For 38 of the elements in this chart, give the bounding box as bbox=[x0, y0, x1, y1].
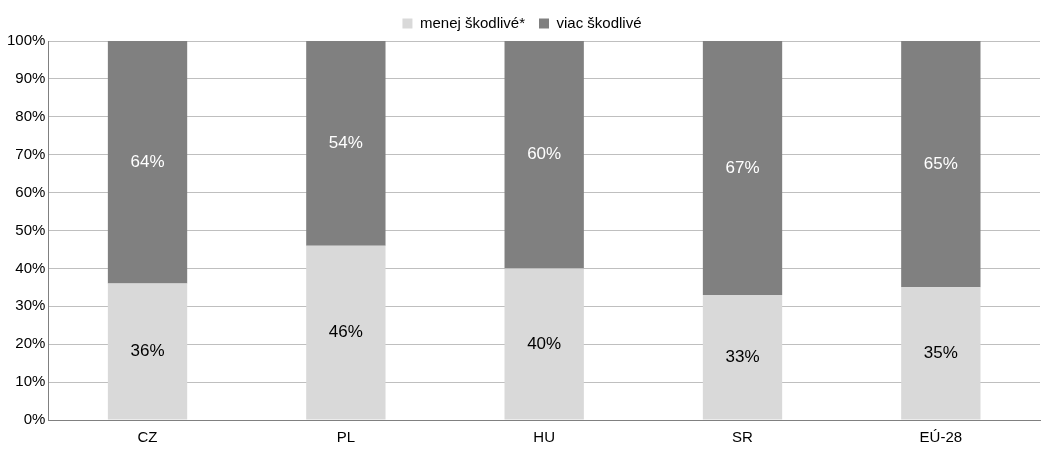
legend-label: viac škodlivé bbox=[556, 13, 642, 31]
bar bbox=[107, 283, 188, 420]
bar bbox=[504, 268, 584, 420]
legend-label: menej škodlivé* bbox=[419, 13, 526, 31]
y-tick-label: 30% bbox=[15, 296, 46, 314]
data-label: 60% bbox=[527, 144, 562, 164]
data-label: 65% bbox=[923, 153, 958, 173]
y-tick-label: 20% bbox=[15, 334, 46, 352]
data-label: 33% bbox=[725, 346, 760, 366]
x-tick-label: SR bbox=[732, 428, 754, 446]
data-label: 64% bbox=[130, 151, 165, 171]
y-tick-label: 100% bbox=[6, 31, 46, 49]
bar bbox=[901, 287, 981, 420]
data-label: 46% bbox=[328, 322, 363, 342]
x-tick-label: CZ bbox=[137, 428, 158, 446]
y-tick-label: 0% bbox=[23, 410, 46, 428]
bar bbox=[306, 245, 386, 420]
y-tick-label: 90% bbox=[15, 69, 46, 87]
y-tick-label: 50% bbox=[15, 220, 46, 238]
bar bbox=[107, 41, 188, 284]
bar bbox=[901, 41, 981, 288]
data-label: 36% bbox=[130, 341, 165, 361]
bar bbox=[702, 41, 783, 295]
data-label: 35% bbox=[923, 343, 958, 363]
x-tick-label: PL bbox=[336, 428, 356, 446]
y-tick-label: 70% bbox=[15, 144, 46, 162]
y-tick-label: 40% bbox=[15, 258, 46, 276]
y-tick-label: 10% bbox=[15, 372, 46, 390]
data-label: 40% bbox=[527, 333, 562, 353]
y-tick-label: 80% bbox=[15, 106, 46, 124]
data-label: 54% bbox=[328, 133, 363, 153]
data-label: 67% bbox=[725, 157, 760, 177]
bar bbox=[702, 294, 783, 420]
bar bbox=[504, 41, 584, 269]
x-tick-label: HU bbox=[533, 428, 556, 446]
bar bbox=[306, 41, 386, 246]
x-tick-label: EÚ-28 bbox=[919, 428, 963, 446]
y-tick-label: 60% bbox=[15, 182, 46, 200]
